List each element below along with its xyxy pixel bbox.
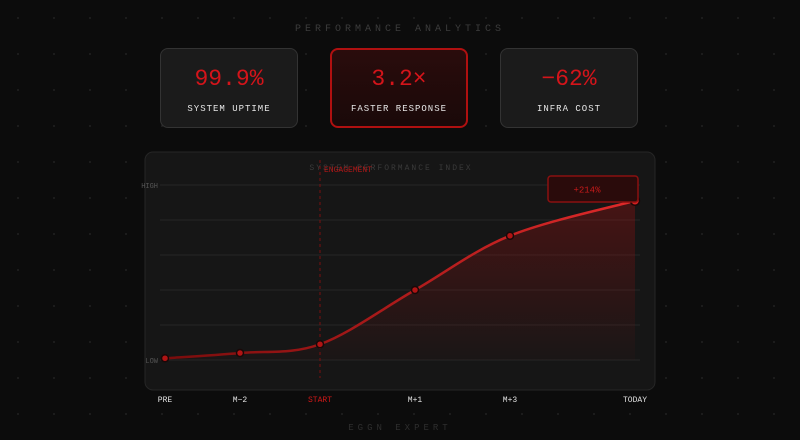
x-tick-label: M−2 [233,396,248,405]
badge-text: +214% [573,185,601,195]
x-tick-label: TODAY [623,396,647,405]
point [315,340,325,349]
footer: EGGN EXPERT [348,423,452,433]
x-tick-label: START [308,396,332,405]
y-tick-label: HIGH [141,183,158,191]
kpi-value: −62% [541,66,597,92]
kpi-value: 99.9% [194,66,264,92]
badge [547,175,639,203]
x-tick-label: M+3 [503,396,518,405]
kpi-card: 99.9% SYSTEM UPTIME [160,48,298,128]
page-title: PERFORMANCE ANALYTICS [294,24,506,35]
chart: SYSTEM PERFORMANCE INDEX LOW HIGH ENGAGEME… [141,151,656,405]
kpi-card: −62% INFRA COST [500,48,638,128]
y-tick-label: LOW [145,358,158,366]
x-tick-label: PRE [158,396,173,405]
point [410,285,420,295]
kpi-label: SYSTEM UPTIME [187,104,271,114]
kpi-card: 3.2× FASTER RESPONSE [330,48,468,128]
x-tick-label: M+1 [408,396,423,405]
chart-title: SYSTEM PERFORMANCE INDEX [309,164,472,173]
kpi-label: FASTER RESPONSE [350,104,447,114]
annotation: ENGAGEMENT [324,166,372,175]
point [160,354,170,363]
kpi-value: 3.2× [371,66,427,92]
kpi-label: INFRA COST [536,104,601,114]
point [235,348,245,358]
point [505,231,515,240]
area [165,200,635,360]
